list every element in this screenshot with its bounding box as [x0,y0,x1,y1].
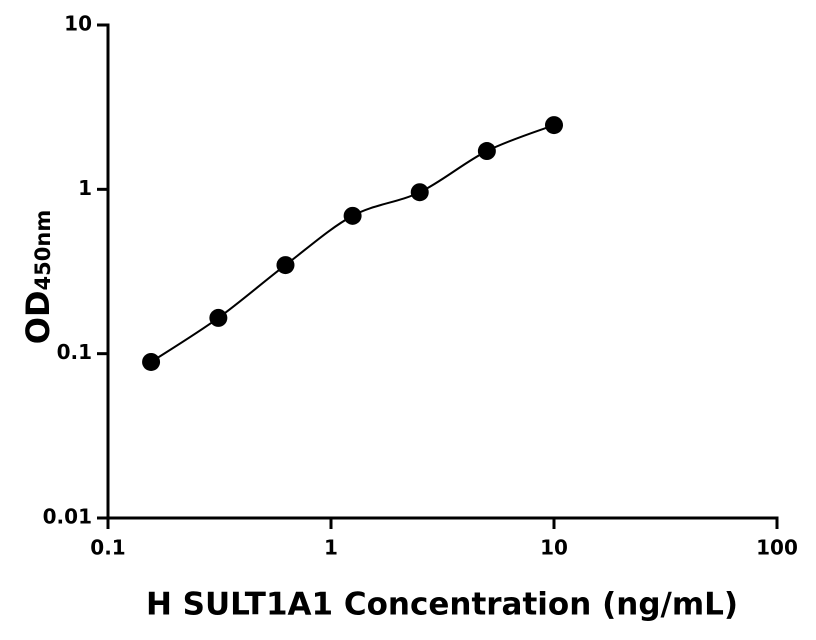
x-tick-label: 1 [324,536,338,560]
y-axis-label-main: OD [19,290,57,344]
data-point [276,256,295,275]
data-point [410,183,429,202]
data-point [209,308,228,327]
y-tick-label: 10 [64,12,92,36]
y-tick-label: 1 [78,176,92,200]
y-tick-label: 0.01 [43,505,92,529]
x-tick-label: 10 [540,536,568,560]
data-point [142,352,161,371]
data-point [545,116,563,135]
data-point [477,142,496,161]
x-axis-label: H SULT1A1 Concentration (ng/mL) [146,587,738,623]
x-tick-label: 0.1 [90,536,125,560]
data-point [343,206,362,225]
y-tick-label: 0.1 [57,340,92,364]
fit-curve [150,124,555,363]
y-axis-label-sub: 450nm [31,210,55,291]
y-axis-label: OD450nm [19,210,57,344]
x-tick-label: 100 [756,536,798,560]
